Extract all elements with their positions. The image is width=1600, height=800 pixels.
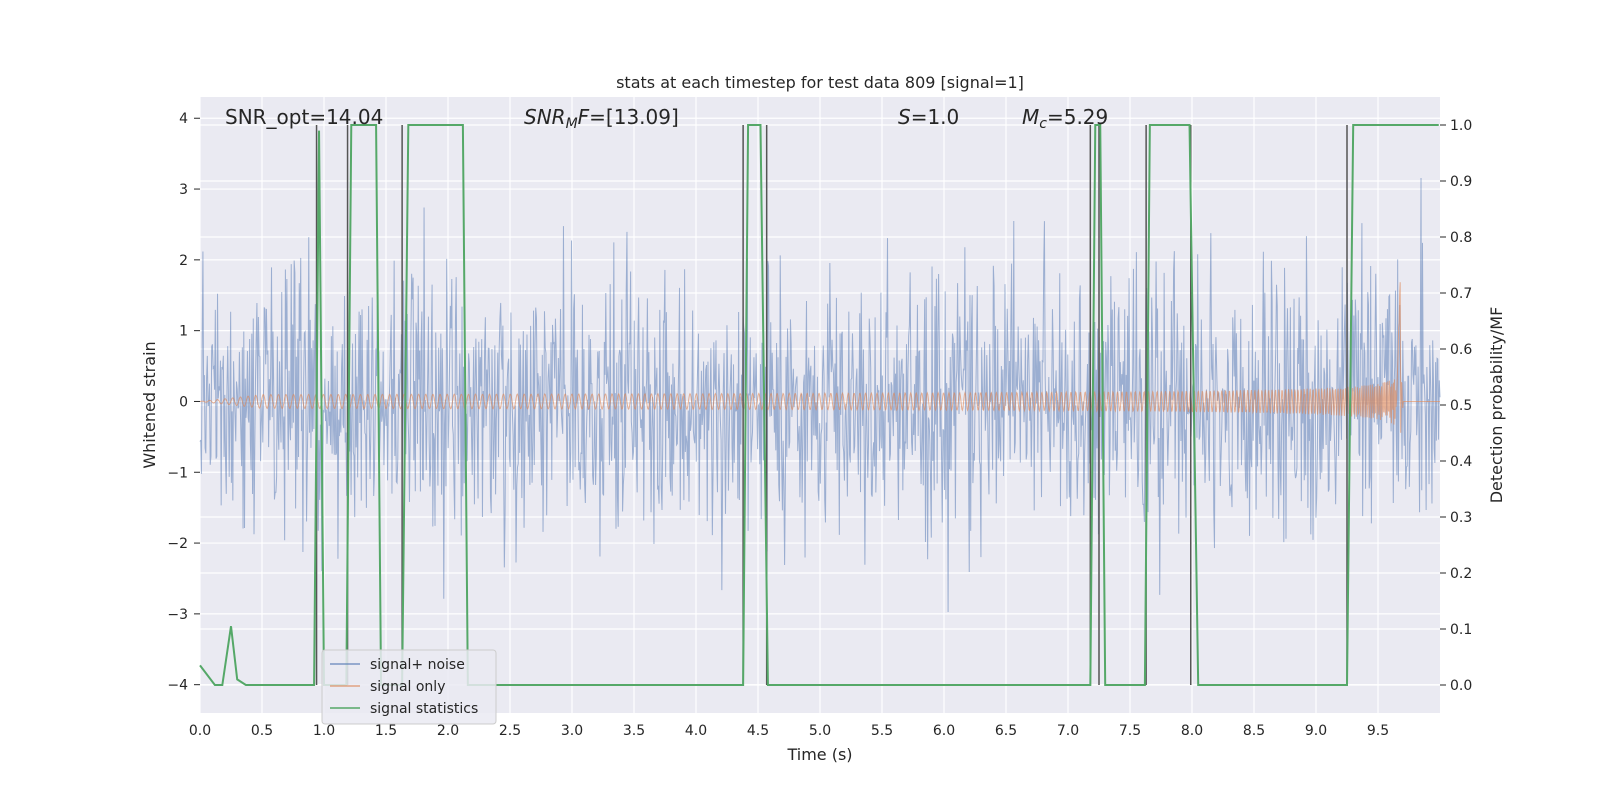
x-tick-label: 8.0 bbox=[1181, 723, 1203, 739]
data-layer bbox=[199, 124, 1441, 686]
annotation-s: S=1.0 bbox=[898, 105, 959, 129]
legend-label-signal-statistics: signal statistics bbox=[370, 701, 478, 717]
annotation-mc: Mc=5.29 bbox=[1022, 105, 1108, 132]
y2-tick-label: 0.1 bbox=[1450, 622, 1472, 638]
s-var: S bbox=[898, 105, 911, 129]
x-tick-label: 4.0 bbox=[685, 723, 707, 739]
y2-tick-label: 1.0 bbox=[1450, 118, 1472, 134]
y-tick-label: 3 bbox=[179, 182, 188, 198]
x-tick-label: 0.5 bbox=[251, 723, 273, 739]
y-tick-label: 1 bbox=[179, 324, 188, 340]
series-signal-only bbox=[199, 282, 1440, 433]
mc-sub: c bbox=[1039, 116, 1047, 132]
x-tick-label: 2.0 bbox=[437, 723, 459, 739]
y-tick-label: 2 bbox=[179, 253, 188, 269]
x-tick-label: 6.5 bbox=[995, 723, 1017, 739]
y2-axis-label: Detection probability/MF bbox=[1487, 307, 1506, 504]
legend-label-signal-only: signal only bbox=[370, 679, 445, 695]
x-tick-label: 5.0 bbox=[809, 723, 831, 739]
axis-layer: 0.0 0.5 1.0 1.5 2.0 2.5 3.0 3.5 4.0 4.5 5.0 5.5 6.0 6… bbox=[167, 111, 1472, 739]
y2-tick-label: 0.9 bbox=[1450, 174, 1472, 190]
y-tick-label: −1 bbox=[167, 465, 188, 481]
x-tick-label: 6.0 bbox=[933, 723, 955, 739]
legend: signal+ noise signal only signal statist… bbox=[321, 649, 497, 725]
mc-var: M bbox=[1022, 105, 1039, 129]
y-tick-label: −4 bbox=[167, 678, 188, 694]
x-tick-label: 3.0 bbox=[561, 723, 583, 739]
x-tick-label: 5.5 bbox=[871, 723, 893, 739]
x-tick-label: 0.0 bbox=[189, 723, 211, 739]
y2-tick-label: 0.2 bbox=[1450, 566, 1472, 582]
annotation-snr-mf: SNRMF=[13.09] bbox=[524, 105, 679, 132]
legend-label-signal-noise: signal+ noise bbox=[370, 657, 465, 673]
x-tick-label: 1.5 bbox=[375, 723, 397, 739]
y-tick-label: −2 bbox=[167, 536, 188, 552]
y2-tick-label: 0.0 bbox=[1450, 678, 1472, 694]
chart-title: stats at each timestep for test data 809… bbox=[616, 73, 1024, 92]
series-signal-noise bbox=[199, 177, 1441, 612]
snr-mf-var: SNR bbox=[524, 105, 566, 129]
y2-tick-label: 0.7 bbox=[1450, 286, 1472, 302]
x-tick-label: 8.5 bbox=[1243, 723, 1265, 739]
x-tick-label: 3.5 bbox=[623, 723, 645, 739]
series-signal-statistics bbox=[199, 124, 1439, 686]
x-tick-label: 9.0 bbox=[1305, 723, 1327, 739]
y-axis-label: Whitened strain bbox=[140, 341, 159, 468]
annotation-snr-opt: SNR_opt=14.04 bbox=[225, 105, 383, 129]
x-tick-label: 9.5 bbox=[1367, 723, 1389, 739]
y-tick-label: 0 bbox=[179, 394, 188, 410]
x-tick-label: 7.5 bbox=[1119, 723, 1141, 739]
legend-box bbox=[321, 649, 497, 725]
x-tick-label: 7.0 bbox=[1057, 723, 1079, 739]
y2-tick-label: 0.5 bbox=[1450, 398, 1472, 414]
x-axis-label: Time (s) bbox=[786, 745, 852, 764]
y-tick-label: −3 bbox=[167, 607, 188, 623]
snr-mf-value: =[13.09] bbox=[589, 105, 679, 129]
y2-tick-label: 0.8 bbox=[1450, 230, 1472, 246]
y2-tick-label: 0.3 bbox=[1450, 510, 1472, 526]
mc-value: =5.29 bbox=[1047, 105, 1108, 129]
s-value: =1.0 bbox=[911, 105, 960, 129]
y2-tick-label: 0.6 bbox=[1450, 342, 1472, 358]
x-tick-label: 2.5 bbox=[499, 723, 521, 739]
y-tick-label: 4 bbox=[179, 111, 188, 127]
y2-tick-label: 0.4 bbox=[1450, 454, 1472, 470]
x-tick-label: 4.5 bbox=[747, 723, 769, 739]
snr-mf-var2: F bbox=[578, 105, 590, 129]
x-tick-label: 1.0 bbox=[313, 723, 335, 739]
snr-mf-sub: M bbox=[566, 116, 578, 132]
